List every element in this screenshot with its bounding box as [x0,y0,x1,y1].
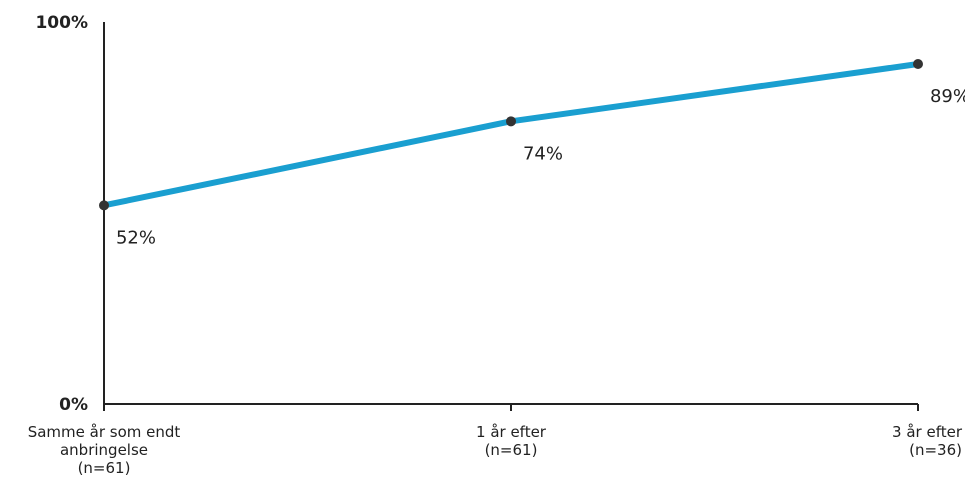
x-tick-label: (n=61) [78,459,131,477]
x-tick-label: anbringelse [60,441,148,459]
data-point [99,200,109,211]
x-tick-label: (n=61) [485,441,538,459]
y-tick-label: 0% [59,395,88,415]
x-tick-label: 3 år efter [892,423,963,441]
y-tick-label: 100% [35,13,88,33]
x-tick-label: 1 år efter [476,423,547,441]
series-line [101,61,921,209]
data-point [913,59,923,70]
x-tick-label: (n=36) [909,441,962,459]
data-label: 89% [930,86,965,107]
data-label: 52% [116,227,156,248]
data-point [506,116,516,127]
x-tick-label: Samme år som endt [28,423,181,441]
data-label: 74% [523,143,563,164]
